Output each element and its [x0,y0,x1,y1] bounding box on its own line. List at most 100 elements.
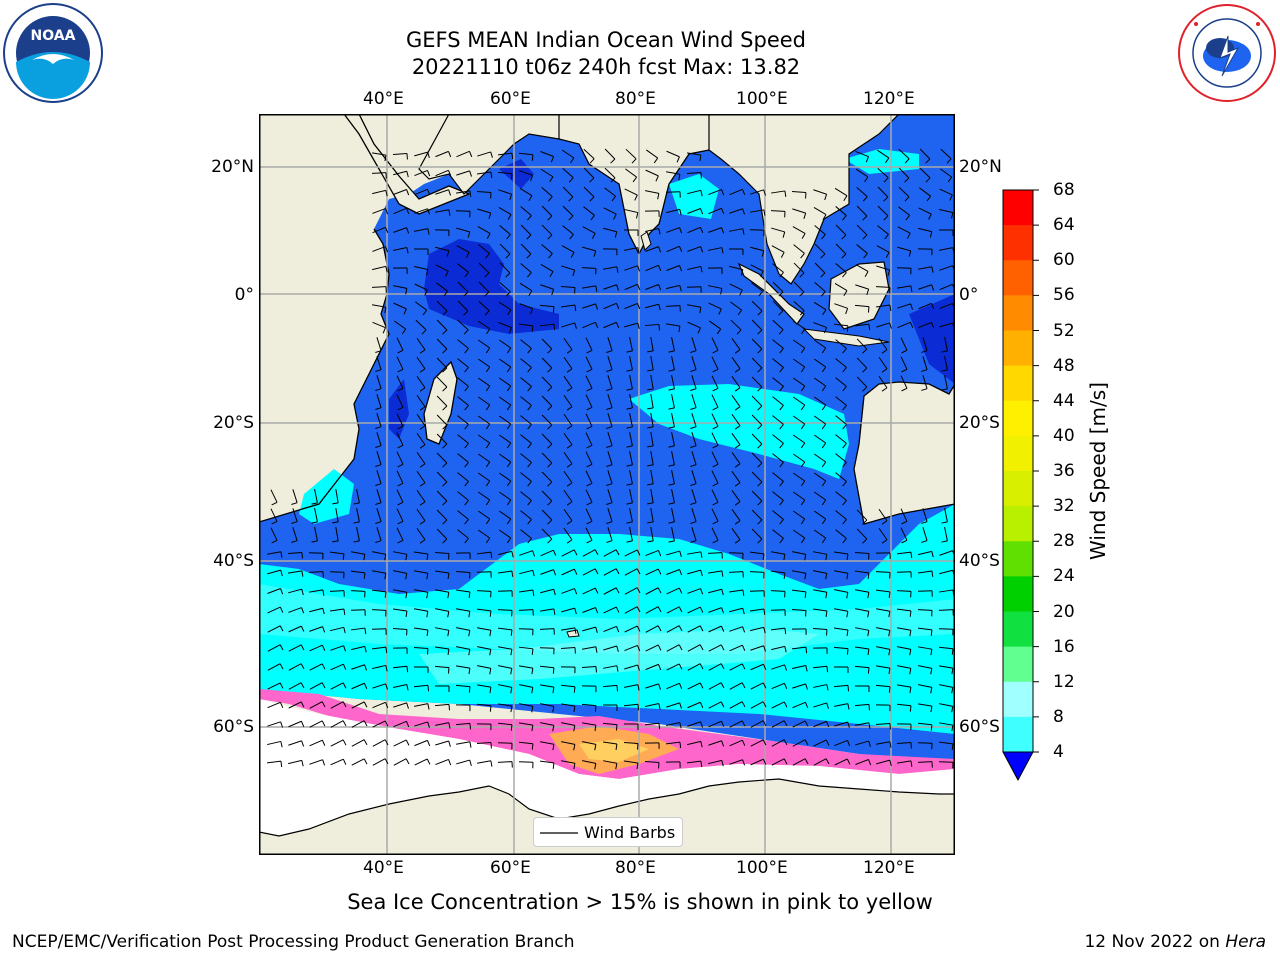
wind-barb-flag [941,350,948,353]
wind-barb-flag [343,627,346,634]
wind-barb-flag [586,425,593,430]
colorbar-segment [1003,716,1033,753]
wind-barb [561,265,575,271]
wind-barb-flag [406,189,410,196]
wind-barb [751,414,763,426]
wind-barb [372,551,386,555]
wind-barb [854,304,870,308]
wind-barb [393,589,407,593]
wind-barb [602,684,618,688]
wind-barb [519,722,533,726]
wind-barb-flag [846,758,851,765]
wind-barb [372,758,386,766]
wind-barb [372,664,386,670]
colorbar [1002,189,1039,782]
wind-barb [603,587,617,595]
wind-barb [708,189,722,195]
wind-barb-flag [549,176,554,183]
wind-barb [731,433,741,445]
wind-barb [919,167,931,179]
wind-barb [518,761,534,763]
colorbar-segment [1003,611,1033,648]
wind-barb [629,413,633,427]
wind-barb-flag [820,272,826,278]
wind-barb-flag [921,540,928,543]
wind-barb-flag [595,322,599,329]
wind-barb-flag [448,740,451,747]
wind-barb [624,568,638,576]
wind-barb [687,208,701,214]
wind-barb [624,760,638,764]
wind-barb [476,191,492,193]
wind-barb [330,758,344,766]
wind-barb [729,701,743,709]
wind-barb [813,434,827,444]
wind-barb [267,569,281,575]
sri-lanka [640,231,652,251]
wind-barb [607,489,613,503]
wind-barb [434,570,450,574]
wind-barb [813,739,827,747]
wind-barb-flag [321,644,326,651]
wind-barb-flag [822,309,827,316]
wind-barb-flag [443,290,448,297]
wind-barb [623,741,639,745]
wind-barb [650,432,654,446]
wind-barb [498,434,512,444]
wind-barb-flag [884,234,889,240]
wind-barb [898,206,910,216]
wind-barb-flag [658,246,662,253]
wind-barb-flag [547,196,553,202]
wind-barb-flag [385,246,389,253]
wind-barb-flag [867,572,870,579]
wind-barb [854,552,870,554]
wind-barb [541,357,553,369]
wind-barb-flag [930,303,935,310]
wind-barb-flag [468,667,471,675]
wind-barb-flag [322,608,325,615]
wind-barb [520,472,532,482]
wind-barb-flag [364,664,368,671]
wind-barb [434,551,450,555]
wind-barb [287,552,303,554]
wind-barb-flag [574,304,577,312]
wind-barb-flag [606,464,613,467]
wind-barb [711,413,719,427]
wind-barb-flag [901,349,908,354]
wind-barb [813,702,827,708]
wind-barb-flag [405,288,408,295]
wind-barb-flag [506,537,512,544]
wind-barb-flag [397,520,404,525]
wind-barb-flag [468,611,471,618]
wind-barb-flag [825,610,828,617]
wind-barb-flag [586,349,593,354]
wind-barb-flag [757,348,763,354]
wind-barb [309,607,323,613]
colorbar-segment [1003,435,1033,472]
wind-barb-flag [551,289,555,296]
lat-label-right: 20°S [959,413,1000,433]
wind-barb-flag [397,444,404,449]
wind-barb-flag [279,606,284,613]
wind-barb [771,682,785,690]
wind-barb-flag [637,265,641,272]
wind-barb-flag [647,540,654,543]
wind-barb [644,761,660,763]
wind-barb [629,527,633,541]
wind-barb [898,148,910,160]
wind-barb-flag [485,404,491,411]
wind-barb-flag [384,720,389,727]
wind-barb [645,644,659,652]
wind-barb [376,508,382,522]
wind-barb [376,394,382,408]
lat-label-left: 0° [234,285,254,305]
wind-barb [519,684,533,688]
wind-barb [856,509,868,521]
wind-barb-flag [442,405,448,411]
wind-barb-flag [485,253,490,259]
wind-barb [708,607,722,613]
wind-barb-flag [668,540,675,543]
colorbar-tick-label: 44 [1053,390,1075,411]
wind-barb [855,589,869,593]
wind-barb [476,171,492,175]
